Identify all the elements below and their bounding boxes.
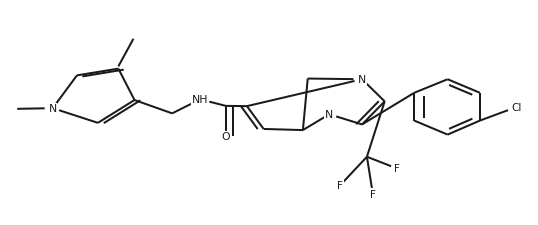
Text: N: N bbox=[358, 75, 366, 85]
Text: O: O bbox=[222, 132, 230, 142]
Text: F: F bbox=[370, 189, 376, 199]
Text: N: N bbox=[48, 104, 57, 114]
Text: F: F bbox=[394, 164, 400, 174]
Text: Cl: Cl bbox=[511, 103, 522, 112]
Text: F: F bbox=[337, 181, 343, 191]
Text: NH: NH bbox=[192, 95, 208, 105]
Text: N: N bbox=[325, 110, 334, 120]
